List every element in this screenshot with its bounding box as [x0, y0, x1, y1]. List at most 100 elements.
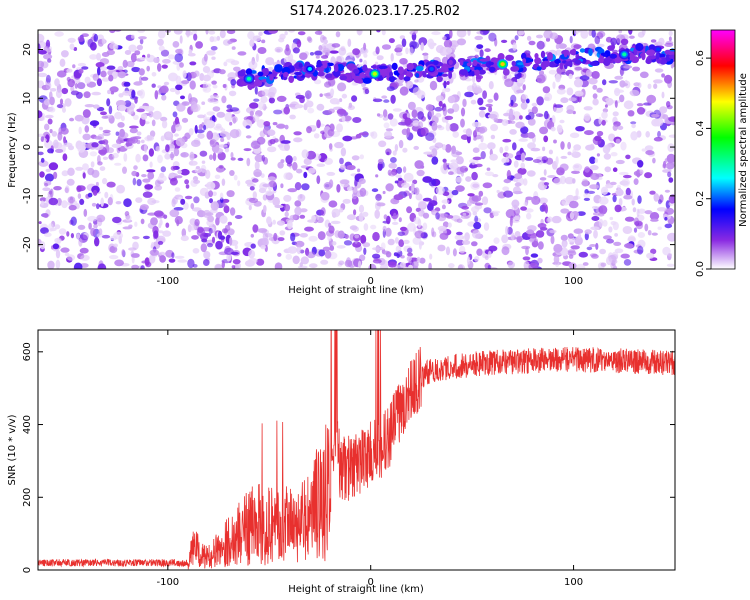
- heatmap-cell: [480, 135, 484, 143]
- heatmap-cell: [211, 115, 216, 123]
- heatmap-cell: [269, 138, 276, 145]
- heatmap-cell: [358, 178, 366, 185]
- heatmap-cell: [212, 84, 218, 89]
- heatmap-cell: [567, 249, 576, 254]
- heatmap-cell: [394, 144, 399, 152]
- heatmap-cell: [411, 109, 418, 119]
- heatmap-cell: [399, 262, 406, 268]
- heatmap-cell: [114, 162, 122, 166]
- heatmap-cell: [472, 87, 483, 94]
- heatmap-cell: [278, 37, 285, 43]
- heatmap-cell: [323, 39, 328, 45]
- heatmap-cell: [589, 165, 599, 171]
- heatmap-cell: [515, 121, 525, 129]
- heatmap-cell: [395, 245, 402, 253]
- heatmap-cell: [190, 203, 195, 210]
- heatmap-cell: [211, 36, 218, 42]
- heatmap-cell: [109, 255, 119, 260]
- heatmap-cell: [478, 110, 486, 118]
- heatmap-cell: [513, 160, 519, 168]
- heatmap-cell: [99, 166, 106, 172]
- heatmap-cell: [542, 146, 546, 152]
- heatmap-cell: [162, 58, 171, 64]
- heatmap-cell: [297, 194, 306, 202]
- heatmap-cell: [191, 235, 199, 240]
- y-tick-label: -10: [22, 188, 33, 204]
- heatmap-cell: [79, 198, 85, 205]
- heatmap-cell: [111, 143, 122, 148]
- heatmap-cell: [285, 253, 293, 260]
- heatmap-cell: [602, 219, 608, 227]
- heatmap-cell: [449, 30, 453, 39]
- colorbar-tick-label: 0.0: [695, 261, 706, 277]
- heatmap-cell: [226, 30, 236, 35]
- heatmap-cell: [267, 176, 277, 182]
- heatmap-cell: [524, 157, 534, 161]
- heatmap-cell: [447, 108, 455, 114]
- heatmap-cell: [407, 247, 413, 254]
- heatmap-cell: [339, 179, 350, 185]
- heatmap-cell: [128, 44, 137, 52]
- heatmap-cell: [435, 112, 442, 118]
- colorbar-axes: 0.0 0.2 0.4 0.6: [695, 50, 711, 277]
- heatmap-cell: [428, 109, 435, 117]
- heatmap-cell: [473, 66, 482, 71]
- heatmap-cell: [621, 178, 631, 187]
- heatmap-cell: [405, 47, 409, 55]
- heatmap-cell: [328, 222, 332, 228]
- heatmap-cell: [598, 212, 605, 217]
- heatmap-cell: [269, 74, 274, 81]
- heatmap-cell: [667, 171, 672, 178]
- heatmap-cell: [254, 86, 258, 95]
- heatmap-cell: [283, 172, 291, 180]
- heatmap-cell: [667, 143, 675, 153]
- heatmap-cell: [522, 58, 527, 64]
- heatmap-cell: [314, 50, 323, 56]
- heatmap-cell: [584, 232, 589, 241]
- heatmap-cell: [388, 75, 396, 83]
- heatmap-cell: [368, 263, 377, 269]
- heatmap-cell: [99, 126, 103, 131]
- heatmap-cell: [326, 171, 336, 176]
- heatmap-cell: [568, 200, 579, 209]
- heatmap-cell: [69, 117, 75, 122]
- heatmap-cell: [297, 31, 306, 36]
- heatmap-cell: [462, 212, 467, 216]
- heatmap-cell: [59, 58, 66, 67]
- heatmap-cell: [417, 218, 422, 228]
- heatmap-cell: [605, 97, 611, 102]
- heatmap-cell: [505, 54, 514, 61]
- heatmap-cell: [565, 61, 572, 67]
- heatmap-cell: [191, 103, 201, 113]
- heatmap-cell: [602, 145, 611, 154]
- heatmap-cell: [484, 48, 491, 53]
- heatmap-cell: [139, 204, 149, 211]
- heatmap-cell: [203, 124, 207, 131]
- heatmap-cell: [296, 39, 302, 48]
- heatmap-cell: [112, 216, 122, 224]
- heatmap-cell: [39, 171, 45, 178]
- heatmap-cell: [579, 75, 590, 81]
- heatmap-cell: [392, 150, 397, 156]
- heatmap-cell: [593, 229, 598, 239]
- heatmap-cell: [108, 74, 114, 82]
- heatmap-cell: [637, 160, 644, 168]
- heatmap-cell: [537, 241, 544, 250]
- heatmap-cell: [483, 207, 492, 214]
- heatmap-cell: [668, 134, 675, 138]
- heatmap-cell: [488, 66, 496, 73]
- heatmap-cell: [602, 235, 612, 240]
- heatmap-cell: [550, 235, 555, 245]
- signal-peak: [307, 67, 312, 71]
- heatmap-cell: [588, 30, 593, 36]
- heatmap-cell: [202, 81, 208, 92]
- heatmap-cell: [353, 209, 357, 216]
- heatmap-cell: [519, 115, 523, 120]
- heatmap-cell: [206, 130, 214, 140]
- heatmap-cell: [72, 64, 76, 69]
- heatmap-cell: [168, 72, 178, 82]
- heatmap-cell: [51, 131, 58, 137]
- heatmap-cell: [357, 260, 362, 269]
- heatmap-cell: [649, 190, 656, 195]
